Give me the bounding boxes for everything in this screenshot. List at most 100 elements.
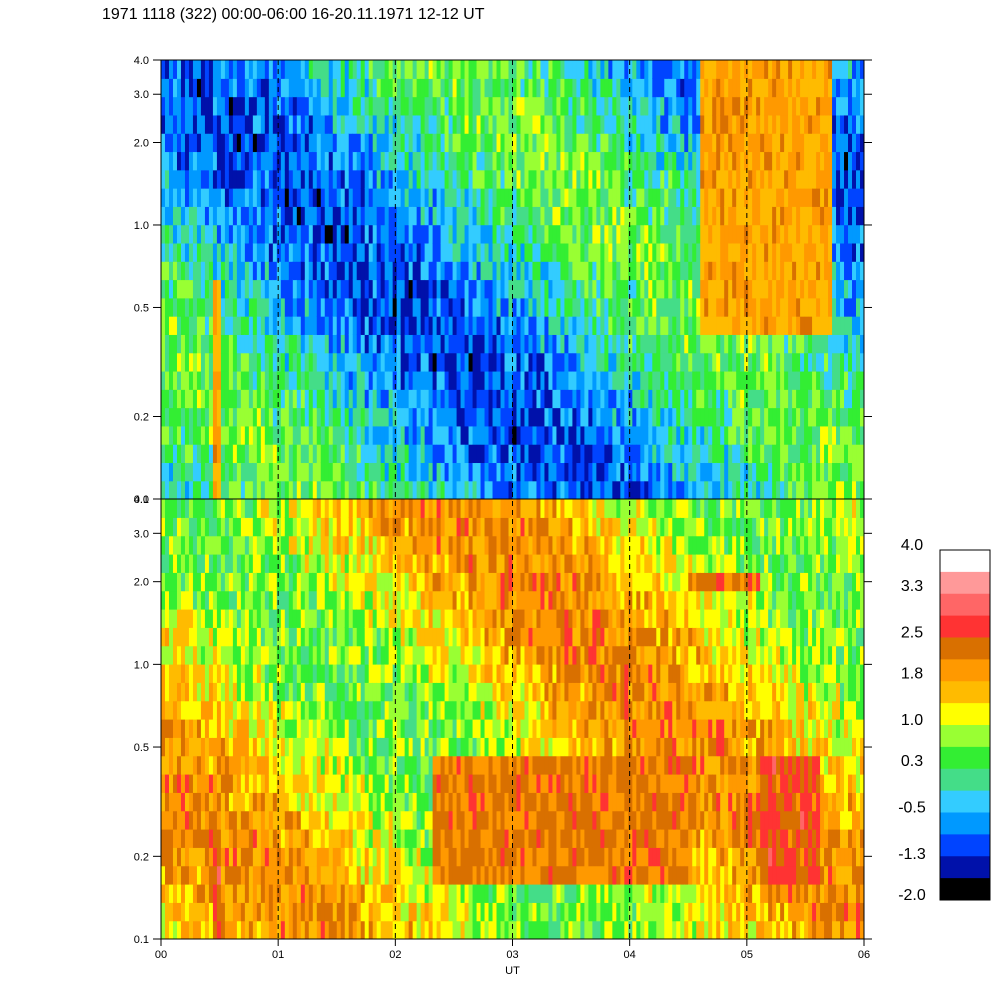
spectrogram-cell: [360, 370, 366, 390]
spectrogram-cell: [460, 316, 466, 335]
spectrogram-cell: [716, 297, 721, 317]
spectrogram-cell: [192, 774, 198, 793]
spectrogram-cell: [236, 609, 242, 628]
spectrogram-cell: [316, 96, 322, 116]
spectrogram-cell: [280, 60, 286, 79]
spectrogram-cell: [820, 389, 825, 409]
spectrogram-cell: [756, 169, 761, 189]
spectrogram-cell: [472, 169, 478, 189]
spectrogram-cell: [268, 884, 274, 903]
spectrogram-cell: [340, 206, 346, 226]
spectrogram-cell: [256, 920, 262, 939]
spectrogram-cell: [620, 133, 625, 153]
spectrogram-cell: [812, 78, 817, 98]
spectrogram-cell: [624, 334, 629, 354]
spectrogram-cell: [340, 370, 346, 390]
spectrogram-cell: [560, 334, 566, 354]
spectrogram-cell: [240, 572, 246, 592]
spectrogram-cell: [360, 389, 366, 409]
spectrogram-cell: [172, 829, 178, 848]
spectrogram-cell: [268, 297, 274, 317]
spectrogram-cell: [320, 206, 326, 226]
spectrogram-cell: [308, 407, 314, 427]
spectrogram-cell: [820, 151, 825, 171]
spectrogram-cell: [528, 60, 534, 79]
spectrogram-cell: [672, 133, 677, 153]
spectrogram-cell: [812, 297, 817, 317]
spectrogram-cell: [568, 444, 574, 464]
spectrogram-cell: [556, 389, 562, 409]
spectrogram-cell: [228, 279, 234, 299]
spectrogram-cell: [596, 407, 601, 427]
spectrogram-cell: [176, 407, 182, 427]
spectrogram-cell: [224, 242, 230, 262]
spectrogram-cell: [792, 133, 797, 153]
spectrogram-cell: [772, 352, 777, 372]
spectrogram-cell: [504, 206, 510, 226]
spectrogram-cell: [224, 810, 230, 830]
spectrogram-cell: [324, 188, 330, 207]
spectrogram-cell: [616, 370, 621, 390]
spectrogram-cell: [364, 242, 370, 262]
spectrogram-cell: [161, 334, 166, 354]
spectrogram-cell: [200, 114, 206, 134]
spectrogram-cell: [244, 206, 250, 226]
spectrogram-cell: [384, 480, 390, 499]
spectrogram-cell: [320, 242, 326, 262]
spectrogram-cell: [196, 645, 202, 665]
spectrogram-cell: [208, 792, 214, 812]
spectrogram-cell: [728, 261, 733, 281]
spectrogram-cell: [192, 829, 198, 848]
spectrogram-cell: [592, 480, 597, 499]
spectrogram-cell: [440, 444, 446, 464]
spectrogram-cell: [264, 96, 270, 116]
spectrogram-cell: [444, 188, 450, 207]
spectrogram-cell: [508, 151, 514, 171]
spectrogram-cell: [584, 169, 589, 189]
spectrogram-cell: [520, 114, 526, 134]
spectrogram-cell: [752, 444, 757, 464]
spectrogram-cell: [660, 425, 665, 445]
spectrogram-cell: [804, 224, 809, 244]
spectrogram-cell: [340, 444, 346, 464]
spectrogram-cell: [164, 334, 170, 354]
spectrogram-cell: [700, 224, 705, 244]
spectrogram-cell: [300, 334, 306, 354]
spectrogram-cell: [824, 188, 829, 207]
spectrogram-cell: [848, 462, 853, 482]
spectrogram-cell: [296, 352, 302, 372]
spectrogram-cell: [708, 60, 713, 79]
spectrogram-cell: [168, 480, 174, 499]
spectrogram-cell: [472, 480, 478, 499]
spectrogram-cell: [276, 151, 282, 171]
spectrogram-cell: [688, 114, 693, 134]
spectrogram-cell: [804, 96, 809, 116]
spectrogram-cell: [676, 96, 681, 116]
spectrogram-cell: [628, 151, 633, 171]
spectrogram-cell: [224, 425, 230, 445]
spectrogram-cell: [776, 261, 781, 281]
spectrogram-cell: [328, 462, 334, 482]
spectrogram-cell: [680, 169, 685, 189]
spectrogram-cell: [816, 334, 821, 354]
spectrogram-cell: [456, 316, 462, 335]
spectrogram-cell: [760, 425, 765, 445]
spectrogram-cell: [688, 78, 693, 98]
spectrogram-cell: [472, 151, 478, 171]
spectrogram-cell: [308, 242, 314, 262]
spectrogram-cell: [816, 480, 821, 499]
spectrogram-cell: [164, 151, 170, 171]
spectrogram-cell: [376, 407, 382, 427]
spectrogram-cell: [204, 224, 210, 244]
spectrogram-cell: [552, 60, 558, 79]
spectrogram-cell: [208, 60, 214, 79]
spectrogram-cell: [568, 224, 574, 244]
spectrogram-cell: [796, 444, 801, 464]
spectrogram-cell: [732, 462, 737, 482]
spectrogram-cell: [240, 847, 246, 867]
spectrogram-cell: [252, 407, 258, 427]
spectrogram-cell: [324, 370, 330, 390]
spectrogram-cell: [264, 719, 270, 738]
spectrogram-cell: [244, 462, 250, 482]
spectrogram-cell: [432, 151, 438, 171]
